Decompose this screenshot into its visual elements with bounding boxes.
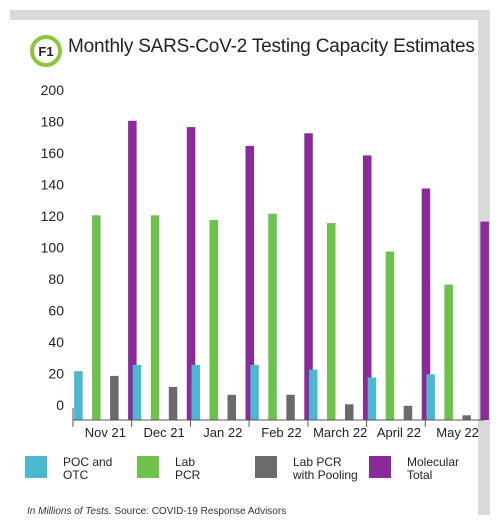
x-tick-label: May 22	[436, 425, 479, 440]
bar	[128, 120, 137, 421]
bar	[268, 213, 277, 420]
bar	[444, 284, 453, 420]
y-tick-label: 20	[48, 366, 64, 382]
y-tick-label: 140	[41, 177, 65, 193]
bar	[150, 215, 160, 421]
y-tick-label: 100	[41, 240, 65, 256]
bar	[74, 371, 83, 420]
legend-item: Lab PCR	[137, 456, 200, 482]
chart-title: Monthly SARS-CoV-2 Testing Capacity Esti…	[68, 36, 475, 57]
bar	[385, 251, 395, 420]
y-tick-label: 80	[48, 271, 64, 287]
figure-badge: F1	[30, 35, 62, 67]
x-tick-label: Nov 21	[85, 425, 126, 440]
bar	[462, 415, 471, 420]
x-tick-label: March 22	[313, 425, 367, 440]
bar	[227, 394, 236, 420]
bar	[250, 364, 259, 420]
x-tick-label: Jan 22	[203, 425, 242, 440]
frame-shadow-top	[10, 10, 490, 20]
figure-panel	[10, 20, 478, 512]
legend-item: POC and OTC	[25, 456, 112, 482]
legend-swatch	[255, 456, 277, 478]
footnote-source: Source: COVID-19 Response Advisors	[111, 506, 287, 517]
y-tick-label: 0	[56, 397, 64, 413]
bar	[286, 394, 295, 420]
bar	[209, 220, 218, 420]
footnote: In Millions of Tests. Source: COVID-19 R…	[27, 506, 286, 517]
bar	[426, 374, 435, 420]
bar	[309, 369, 318, 420]
bar	[191, 364, 200, 420]
legend-label: POC and OTC	[63, 455, 113, 482]
bar	[421, 188, 431, 420]
bar	[480, 221, 489, 420]
bar	[245, 145, 254, 420]
figure-tag: F1	[38, 43, 54, 59]
bar	[327, 223, 336, 420]
bar	[403, 405, 413, 420]
bar	[304, 133, 313, 421]
y-tick-label: 120	[41, 208, 65, 224]
bars	[74, 120, 489, 421]
x-tick-label: April 22	[377, 425, 421, 440]
bar-chart: 0 20 40 60 80 100 120 140 160 180 200 Nov 21 Dec 21…	[41, 82, 489, 440]
bar	[92, 215, 101, 421]
bar	[110, 375, 119, 420]
y-tick-label: 200	[41, 82, 65, 98]
legend-item: Lab PCR with Pooling	[255, 456, 358, 482]
y-axis: 0 20 40 60 80 100 120 140 160 180 200	[41, 82, 74, 427]
legend-swatch	[369, 456, 391, 478]
legend: POC and OTC Lab PCR Lab PCR with Pooling Mo…	[25, 456, 485, 496]
y-tick-label: 60	[48, 303, 64, 319]
y-tick-label: 40	[48, 334, 64, 350]
y-tick-label: 180	[41, 114, 65, 130]
bar	[168, 386, 178, 420]
x-tick-label: Feb 22	[261, 425, 301, 440]
legend-label: Lab PCR with Pooling	[293, 455, 358, 482]
x-axis: Nov 21 Dec 21 Jan 22 Feb 22 March 22 April 22…	[73, 419, 484, 440]
legend-item: Molecular Total	[369, 456, 459, 482]
x-tick-label: Dec 21	[143, 425, 184, 440]
bar	[367, 377, 377, 420]
footnote-units: In Millions of Tests.	[27, 506, 112, 517]
bar	[345, 404, 354, 421]
y-tick-label: 160	[41, 145, 65, 161]
legend-label: Lab PCR	[175, 455, 201, 482]
bar	[363, 155, 372, 420]
legend-swatch	[25, 456, 47, 478]
legend-label: Molecular Total	[407, 455, 460, 482]
bar	[132, 364, 142, 420]
legend-swatch	[137, 456, 159, 478]
bar	[186, 127, 196, 420]
